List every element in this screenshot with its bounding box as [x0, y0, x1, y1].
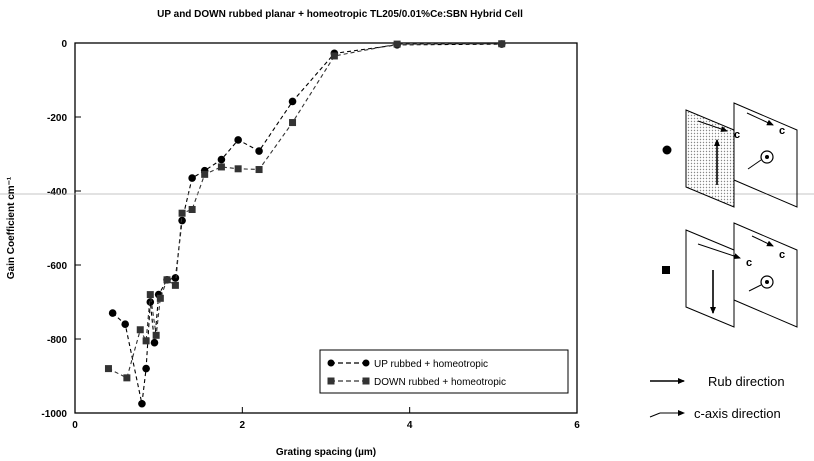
- x-tick-label: 6: [574, 420, 580, 431]
- data-point-square: [201, 170, 209, 178]
- diagram-up-out-of-plane-dot: [765, 155, 769, 159]
- data-point-circle: [121, 320, 129, 329]
- data-point-square: [393, 40, 401, 48]
- y-tick-label: 0: [61, 39, 67, 50]
- data-point-circle: [234, 136, 242, 144]
- legend-box: [319, 349, 569, 394]
- data-point-square: [123, 374, 131, 382]
- legend-marker-down-left: [327, 377, 335, 385]
- diagram-down-c-label-1: c: [746, 257, 752, 269]
- data-point-square: [234, 165, 242, 173]
- data-point-circle: [288, 97, 297, 106]
- data-point-square: [217, 163, 225, 171]
- y-tick-label: -1000: [41, 409, 67, 420]
- diagram-up: c c: [662, 102, 798, 208]
- y-tick-label: -600: [47, 261, 67, 272]
- data-point-circle: [142, 364, 150, 373]
- legend-marker-up-right: [362, 359, 370, 367]
- data-point-square: [188, 206, 196, 213]
- data-point-square: [178, 209, 186, 217]
- diagram-up-back-plate: [685, 109, 735, 208]
- y-tick-label: -400: [47, 187, 67, 198]
- data-point-circle: [217, 155, 226, 164]
- data-point-circle: [146, 298, 155, 306]
- data-point-square: [163, 276, 171, 284]
- diagram-down-front-plate: [733, 222, 798, 328]
- legend-marker-up-left: [327, 359, 335, 367]
- series-down: [104, 40, 506, 382]
- rub-direction-label: Rub direction: [708, 374, 785, 389]
- diagram-up-c-label-1: c: [734, 129, 740, 141]
- data-point-square: [255, 166, 263, 174]
- x-axis: 0 2 4 6: [72, 407, 580, 431]
- chart-title: UP and DOWN rubbed planar + homeotropic …: [157, 9, 523, 20]
- caxis-direction-hook: [649, 412, 661, 418]
- diagram-down-caxis-arrow-2: [751, 235, 774, 247]
- data-point-circle: [188, 174, 196, 182]
- diagram-down-c-label-2: c: [779, 249, 785, 261]
- diagram-down-connector: [748, 284, 762, 292]
- diagram-down-back-plate: [685, 229, 735, 328]
- data-point-square: [146, 291, 154, 299]
- data-point-square: [104, 365, 112, 373]
- diagram-down: c c: [662, 222, 798, 328]
- legend-label-down: DOWN rubbed + homeotropic: [374, 377, 506, 388]
- data-point-square: [498, 40, 506, 48]
- data-point-circle: [108, 309, 117, 317]
- diagram-up-connector: [747, 159, 762, 170]
- y-axis-label: Gain Coefficient cm⁻¹: [6, 176, 17, 279]
- x-tick-label: 0: [72, 420, 78, 431]
- series-layer: [104, 40, 506, 408]
- data-point-circle: [138, 399, 146, 408]
- y-tick-label: -200: [47, 113, 67, 124]
- x-tick-label: 2: [240, 420, 246, 431]
- legend-marker-down-right: [362, 377, 370, 385]
- plot-frame: [74, 42, 578, 414]
- diagram-up-caxis-arrow-2: [746, 112, 774, 126]
- diagram-up-front-plate: [733, 102, 798, 208]
- series-line: [108, 43, 502, 379]
- diagram-down-caxis-arrow-1: [697, 243, 741, 259]
- data-point-square: [136, 326, 144, 334]
- data-point-square: [156, 294, 164, 302]
- data-point-circle: [255, 147, 263, 155]
- diagram-up-c-label-2: c: [779, 125, 785, 137]
- data-point-circle: [178, 216, 186, 225]
- y-tick-label: -800: [47, 335, 67, 346]
- diagram-up-symbol: [662, 145, 672, 155]
- legend-label-up: UP rubbed + homeotropic: [374, 359, 488, 370]
- data-point-square: [289, 119, 297, 127]
- diagram-legend: Rub direction c-axis direction: [649, 374, 785, 421]
- data-point-circle: [150, 338, 159, 347]
- diagram-down-out-of-plane-dot: [765, 280, 769, 284]
- data-point-square: [152, 331, 160, 339]
- x-tick-label: 4: [407, 420, 413, 431]
- caxis-direction-label: c-axis direction: [694, 406, 781, 421]
- data-point-square: [171, 281, 179, 289]
- chart-legend: UP rubbed + homeotropic DOWN rubbed + ho…: [319, 349, 569, 394]
- diagram-up-caxis-arrow-1: [697, 120, 728, 132]
- x-axis-label: Grating spacing (µm): [276, 447, 376, 458]
- data-point-square: [330, 52, 338, 60]
- data-point-square: [142, 337, 150, 345]
- data-point-circle: [171, 274, 180, 282]
- diagram-down-symbol: [662, 266, 670, 274]
- y-axis: 0 -200 -400 -600 -800 -1000: [41, 39, 81, 420]
